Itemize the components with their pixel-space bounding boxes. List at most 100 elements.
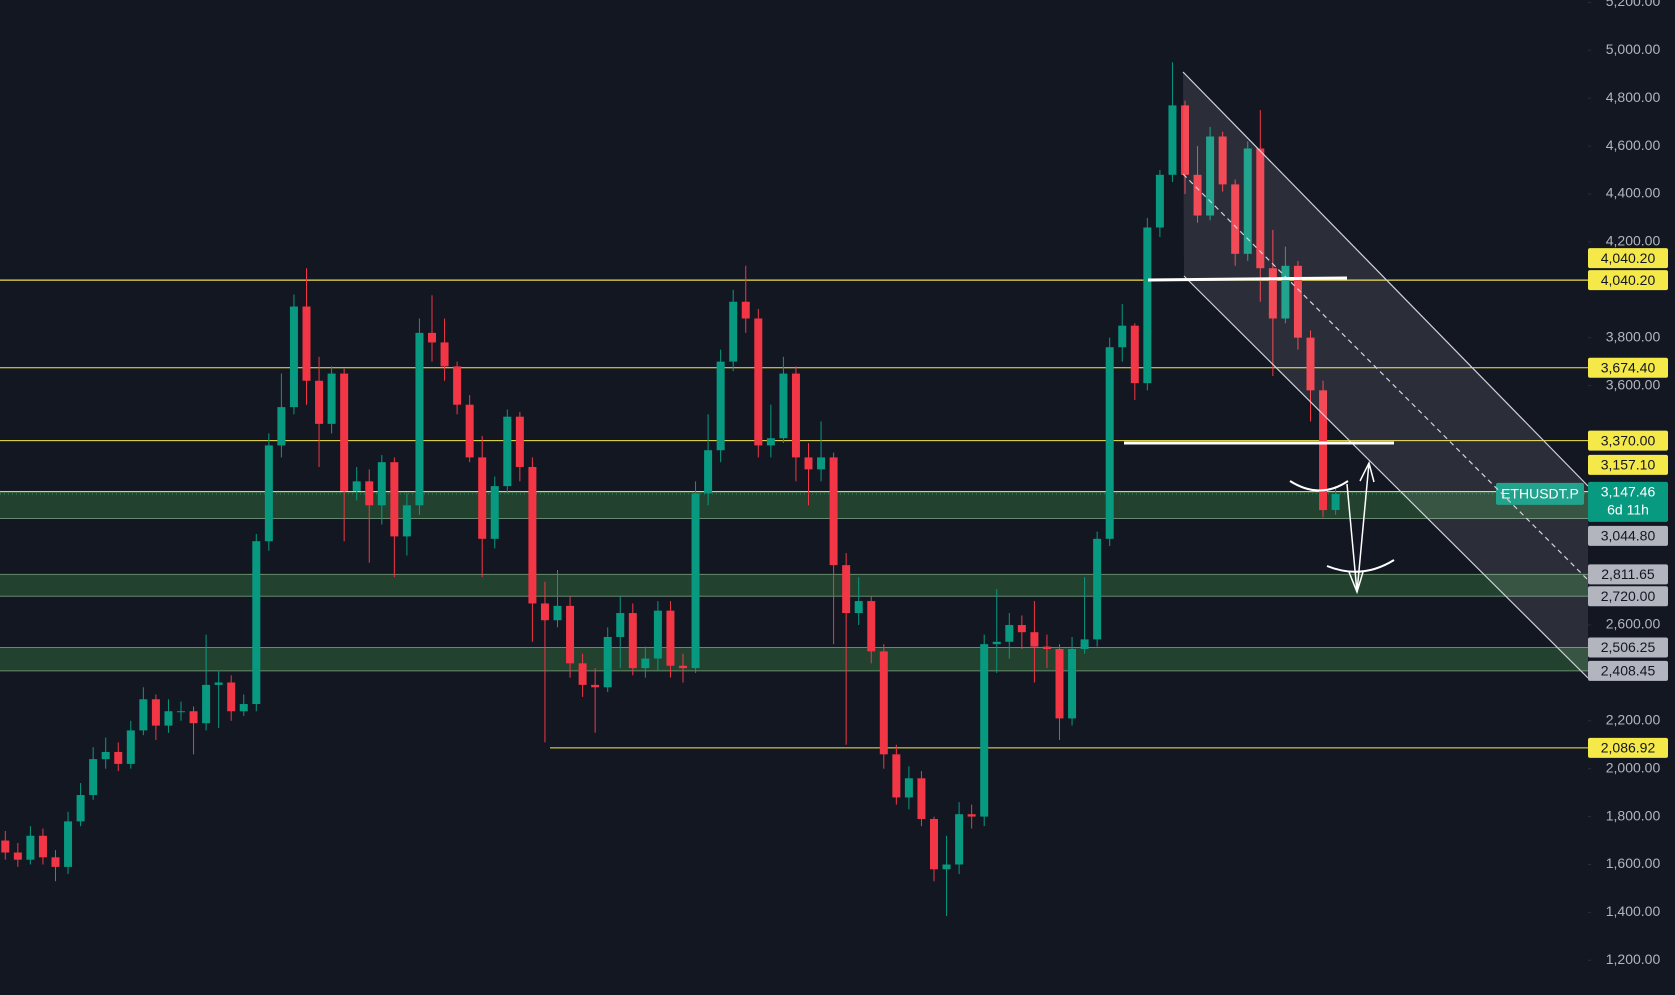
candle-body	[1256, 148, 1265, 269]
candle-body	[51, 857, 60, 867]
zone-label-box	[1588, 564, 1668, 585]
candle-body	[766, 438, 775, 446]
candle-body	[1331, 493, 1340, 511]
candle-body	[227, 682, 236, 712]
candle-body	[1168, 105, 1177, 175]
candle-body	[402, 505, 411, 537]
candle-body	[653, 610, 662, 659]
candle-body	[114, 751, 123, 764]
candle-body	[1231, 184, 1240, 254]
candle-body	[1118, 325, 1127, 348]
countdown: 6d 11h	[1607, 502, 1649, 518]
candle-body	[202, 684, 211, 724]
candle-body	[1005, 625, 1014, 642]
candle-body	[578, 663, 587, 685]
candle-body	[515, 416, 524, 467]
candle-body	[930, 818, 938, 870]
zone	[0, 574, 1588, 597]
candle-body	[1143, 227, 1152, 384]
candle-body	[704, 450, 713, 494]
candle-body	[804, 457, 813, 470]
candle-body	[917, 778, 926, 819]
level-label: 3,674.40	[1601, 359, 1656, 375]
candle-body	[428, 332, 436, 343]
y-tick-label: 5,000.00	[1606, 41, 1661, 57]
candle-body	[453, 366, 462, 405]
candle-body	[365, 481, 374, 506]
candle-body	[302, 306, 311, 381]
y-tick-label: 4,800.00	[1606, 89, 1661, 105]
candle-body	[842, 565, 851, 614]
candle-body	[716, 361, 725, 451]
level-label-box	[1588, 430, 1668, 451]
candle-body	[603, 636, 612, 688]
price-axis: 5,200.00 5,000.00 4,800.00 4,600.00 4,400.00…	[1588, 0, 1675, 995]
y-tick-label: 3,600.00	[1606, 376, 1661, 392]
candle-body	[967, 814, 976, 817]
candle-body	[315, 380, 324, 424]
candle-body	[126, 730, 135, 764]
y-tick-label: 1,800.00	[1606, 807, 1661, 823]
candle-body	[553, 605, 562, 621]
candle-body	[1030, 632, 1039, 647]
channel-upper	[1182, 71, 1589, 487]
candle-body	[478, 457, 487, 539]
candle-body	[189, 711, 198, 724]
zone-label: 2,506.25	[1601, 639, 1656, 655]
candle-body	[791, 373, 800, 458]
candle-body	[139, 699, 148, 731]
candle-body	[754, 318, 763, 446]
y-tick-label: 5,200.00	[1606, 0, 1661, 9]
y-tick-label: 1,600.00	[1606, 855, 1661, 871]
zone	[0, 647, 1588, 671]
level-label-box	[1588, 357, 1668, 378]
level-label-box	[1588, 248, 1668, 269]
y-tick-label: 4,600.00	[1606, 137, 1661, 153]
candle-body	[1130, 325, 1139, 384]
candle-body	[1, 840, 10, 853]
candle-body	[415, 332, 424, 506]
candle-body	[628, 613, 637, 669]
candle-body	[992, 641, 1001, 645]
candle-body	[1105, 347, 1114, 539]
candle-body	[440, 342, 449, 367]
last-price: 3,147.46	[1601, 484, 1656, 500]
zone-label: 2,408.45	[1601, 663, 1656, 679]
candle-body	[264, 445, 273, 542]
candle-body	[177, 711, 185, 713]
candles	[1, 62, 1340, 916]
zone-label-box	[1588, 586, 1668, 607]
candle-body	[76, 795, 85, 822]
candle-body	[892, 754, 901, 798]
zone-label-box	[1588, 525, 1668, 546]
candle-body	[89, 759, 98, 796]
candle-body	[1319, 390, 1328, 511]
candle-body	[591, 684, 600, 688]
candle-body	[490, 486, 499, 539]
candle-body	[277, 407, 286, 446]
level-label-box	[1588, 270, 1668, 291]
candle-body	[1155, 174, 1164, 228]
channel-fill	[1183, 72, 1588, 678]
candle-body	[641, 658, 650, 669]
candle-body	[239, 704, 248, 712]
candle-body	[779, 373, 788, 439]
channel-median	[1182, 173, 1589, 581]
candle-body	[1080, 639, 1089, 649]
candle-body	[1268, 268, 1277, 319]
candle-body	[1042, 646, 1051, 649]
candle-body	[1281, 265, 1290, 319]
candle-body	[1193, 174, 1202, 216]
price-box	[1588, 481, 1668, 522]
candle-body	[1293, 265, 1302, 338]
candle-body	[101, 751, 110, 760]
y-tick-label: 4,200.00	[1606, 233, 1661, 249]
y-tick-label: 2,000.00	[1606, 759, 1661, 775]
candle-body	[38, 835, 47, 858]
candle-body	[566, 605, 575, 664]
symbol-label: ETHUSDT.P	[1501, 486, 1579, 502]
candle-body	[867, 601, 876, 652]
candle-body	[528, 466, 537, 604]
